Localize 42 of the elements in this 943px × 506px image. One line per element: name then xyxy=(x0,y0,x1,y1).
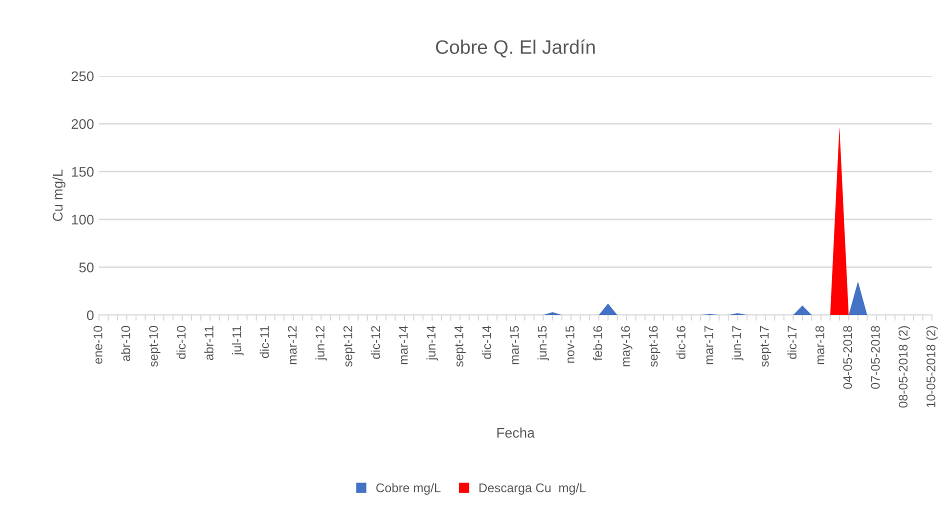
x-tick-label: dic-17 xyxy=(787,326,797,359)
x-tick-label: dic-11 xyxy=(260,326,269,358)
x-tick-label: sept-14 xyxy=(454,326,466,367)
y-tick-label: 250 xyxy=(72,71,94,82)
x-tick-label: mar-14 xyxy=(399,326,408,364)
x-tick-label: mar-15 xyxy=(510,326,519,364)
x-tick-label: jun-17 xyxy=(732,326,744,360)
y-tick-label: 50 xyxy=(79,262,94,272)
x-tick-label: mar-12 xyxy=(288,326,297,364)
x-axis-title: Fecha xyxy=(497,428,535,438)
legend-label: Descarga Cu mg/L xyxy=(479,483,586,495)
x-tick-label: jun-15 xyxy=(537,326,550,360)
x-tick-label: may-16 xyxy=(621,326,632,366)
x-tick-label: 10-05-2018 (2) xyxy=(926,326,938,408)
legend-label: Cobre mg/L xyxy=(376,483,441,495)
y-tick-label: 200 xyxy=(72,119,94,129)
y-tick-label: 150 xyxy=(72,166,94,177)
x-tick-label: dic-14 xyxy=(482,326,492,359)
x-tick-label: sept-10 xyxy=(149,326,160,367)
x-tick-label: mar-17 xyxy=(704,326,714,364)
x-tick-label: jun-12 xyxy=(315,326,327,360)
chart-title: Cobre Q. El Jardín xyxy=(436,39,595,58)
y-tick-label: 100 xyxy=(72,214,94,225)
x-tick-label: feb-16 xyxy=(592,326,602,361)
x-tick-label: dic-10 xyxy=(176,326,186,359)
x-tick-label: sept-12 xyxy=(343,326,355,367)
x-tick-label: 08-05-2018 (2) xyxy=(898,326,910,408)
x-tick-label: sept-16 xyxy=(648,326,660,367)
x-tick-label: abr-10 xyxy=(120,326,130,362)
x-tick-label: nov-15 xyxy=(566,326,574,363)
x-tick-label: 07-05-2018 xyxy=(870,326,880,389)
x-tick-label: 04-05-2018 xyxy=(843,326,852,389)
x-tick-label: sept-17 xyxy=(760,326,772,367)
y-tick-label: 0 xyxy=(86,310,94,320)
y-axis-title: Cu mg/L xyxy=(52,170,66,222)
x-tick-label: dic-12 xyxy=(370,326,380,359)
x-tick-label: mar-18 xyxy=(815,326,824,364)
x-tick-label: jul-11 xyxy=(232,326,244,356)
x-tick-label: ene-10 xyxy=(94,326,102,364)
x-tick-label: dic-16 xyxy=(676,326,686,359)
x-tick-label: jun-14 xyxy=(426,326,438,360)
x-tick-label: abr-11 xyxy=(204,326,214,360)
